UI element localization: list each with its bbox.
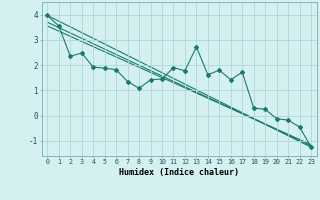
X-axis label: Humidex (Indice chaleur): Humidex (Indice chaleur)	[119, 168, 239, 177]
